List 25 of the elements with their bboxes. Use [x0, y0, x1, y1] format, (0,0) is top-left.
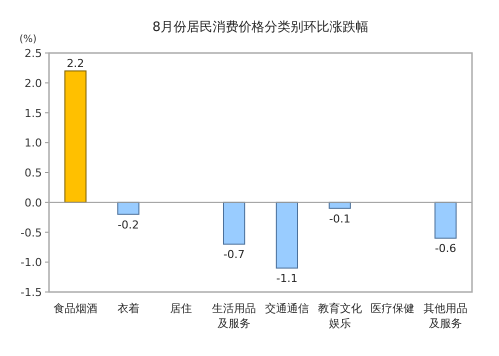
x-tick-label: 食品烟酒 — [53, 302, 98, 315]
y-tick-label: 2.5 — [24, 47, 42, 60]
y-tick-label: 1.0 — [24, 136, 42, 150]
y-tick-label: 1.5 — [24, 106, 42, 120]
data-label: -0.1 — [329, 212, 351, 226]
chart-title: 8月份居民消费价格分类别环比涨跌幅 — [152, 20, 369, 35]
y-tick-label: 0.5 — [24, 166, 42, 180]
y-tick-label: 0.0 — [24, 196, 42, 210]
y-tick-label: -1.5 — [20, 286, 42, 299]
x-tick-label: 衣着 — [117, 302, 140, 315]
y-tick-label: -0.5 — [20, 226, 42, 240]
data-label: -0.2 — [118, 218, 140, 232]
y-axis-title: (%) — [19, 34, 37, 45]
x-tick-label: 交通通信 — [264, 302, 309, 315]
data-label: 2.2 — [66, 56, 84, 70]
x-tick-label: 教育文化娱乐 — [318, 302, 362, 330]
data-label: -1.1 — [276, 272, 298, 286]
y-tick-label: -1.0 — [20, 256, 42, 270]
y-tick-label: 2.0 — [24, 76, 42, 90]
x-tick-label: 居住 — [170, 302, 192, 315]
data-label: -0.6 — [434, 242, 456, 256]
x-tick-label: 生活用品及服务 — [212, 302, 256, 330]
data-label: -0.7 — [223, 248, 245, 262]
x-tick-label: 其他用品及服务 — [424, 302, 468, 330]
x-tick-label: 医疗保健 — [370, 302, 415, 315]
